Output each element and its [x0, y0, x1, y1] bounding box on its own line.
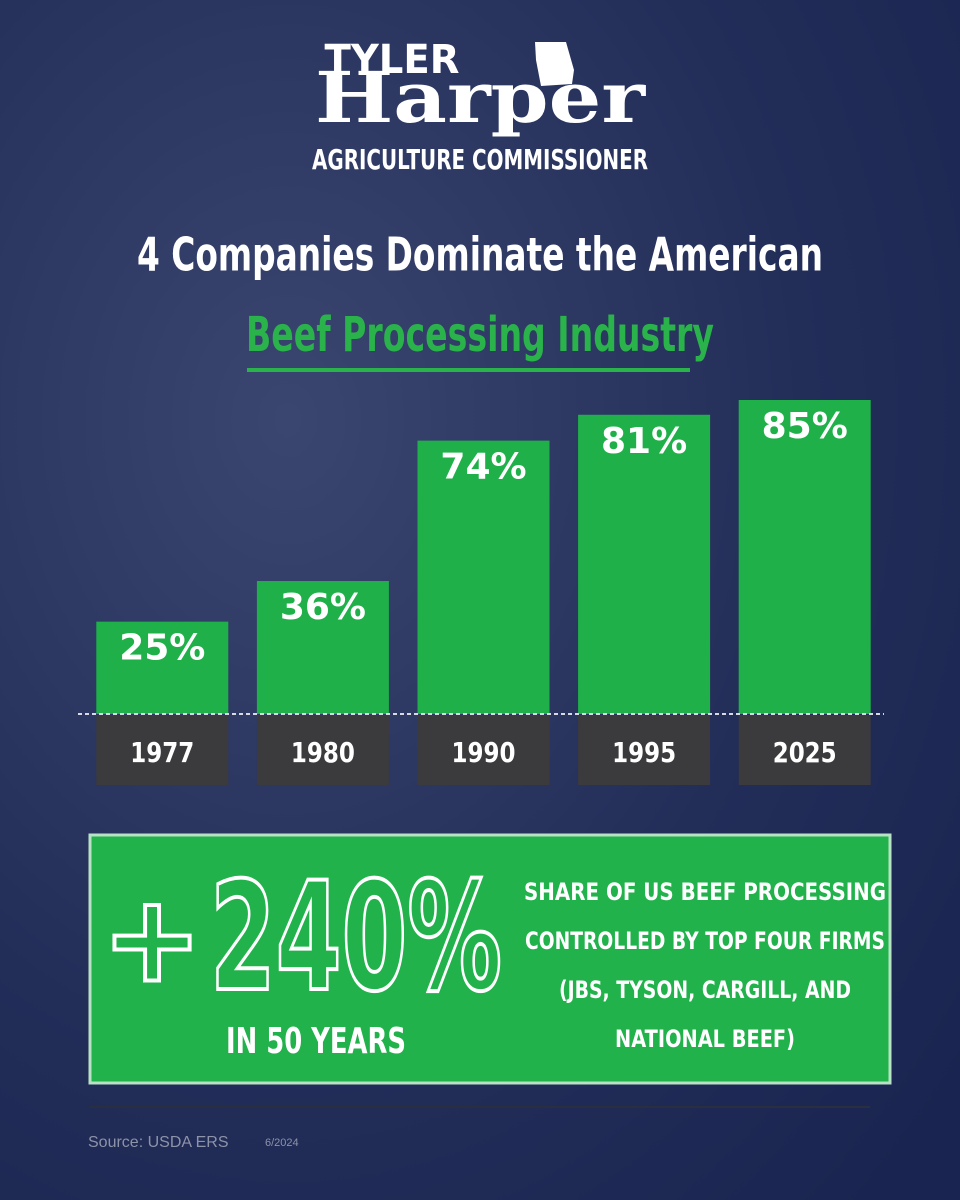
- chart-subtitle: Beef Processing Industry: [246, 307, 714, 363]
- value-label: 36%: [280, 587, 366, 628]
- description-line: SHARE OF US BEEF PROCESSING: [524, 878, 886, 906]
- bar-chart: 1977 25% 1980 36% 1990 74% 1995 81% 2025 85%: [96, 400, 871, 785]
- x-tick-label: 2025: [773, 736, 837, 769]
- callout-description: SHARE OF US BEEF PROCESSING CONTROLLED BY…: [524, 878, 886, 1053]
- value-label: 81%: [601, 421, 687, 462]
- date: 6/2024: [265, 1137, 299, 1149]
- bar: [578, 414, 711, 714]
- chart-title: 4 Companies Dominate the American: [137, 228, 823, 282]
- value-label: 85%: [762, 406, 848, 447]
- x-tick-label: 1995: [612, 736, 676, 769]
- description-line: NATIONAL BEEF): [615, 1025, 795, 1053]
- bar: [96, 621, 229, 714]
- state-icon: [535, 42, 574, 86]
- bar: [256, 581, 389, 714]
- callout-figure: 240%: [210, 851, 502, 1025]
- value-label: 74%: [440, 447, 526, 488]
- category-box: [738, 715, 871, 785]
- bar: [738, 400, 871, 714]
- category-box: [96, 715, 229, 785]
- callout-period: IN 50 YEARS: [226, 1021, 406, 1062]
- description-line: CONTROLLED BY TOP FOUR FIRMS: [525, 927, 885, 955]
- callout-sign: +: [102, 871, 203, 1010]
- x-tick-label: 1980: [291, 736, 355, 769]
- header-office: AGRICULTURE COMMISSIONER: [312, 143, 648, 176]
- header-first-name: TYLER: [325, 37, 460, 83]
- x-tick-label: 1977: [130, 736, 194, 769]
- bar: [417, 440, 550, 714]
- callout-box: [88, 833, 892, 1085]
- value-label: 25%: [119, 628, 205, 669]
- category-box: [578, 715, 711, 785]
- category-box: [256, 715, 389, 785]
- description-line: (JBS, TYSON, CARGILL, AND: [559, 976, 851, 1004]
- category-box: [417, 715, 550, 785]
- x-tick-label: 1990: [452, 736, 516, 769]
- source: Source: USDA ERS: [88, 1134, 229, 1151]
- header-last-name: Harper: [315, 56, 646, 139]
